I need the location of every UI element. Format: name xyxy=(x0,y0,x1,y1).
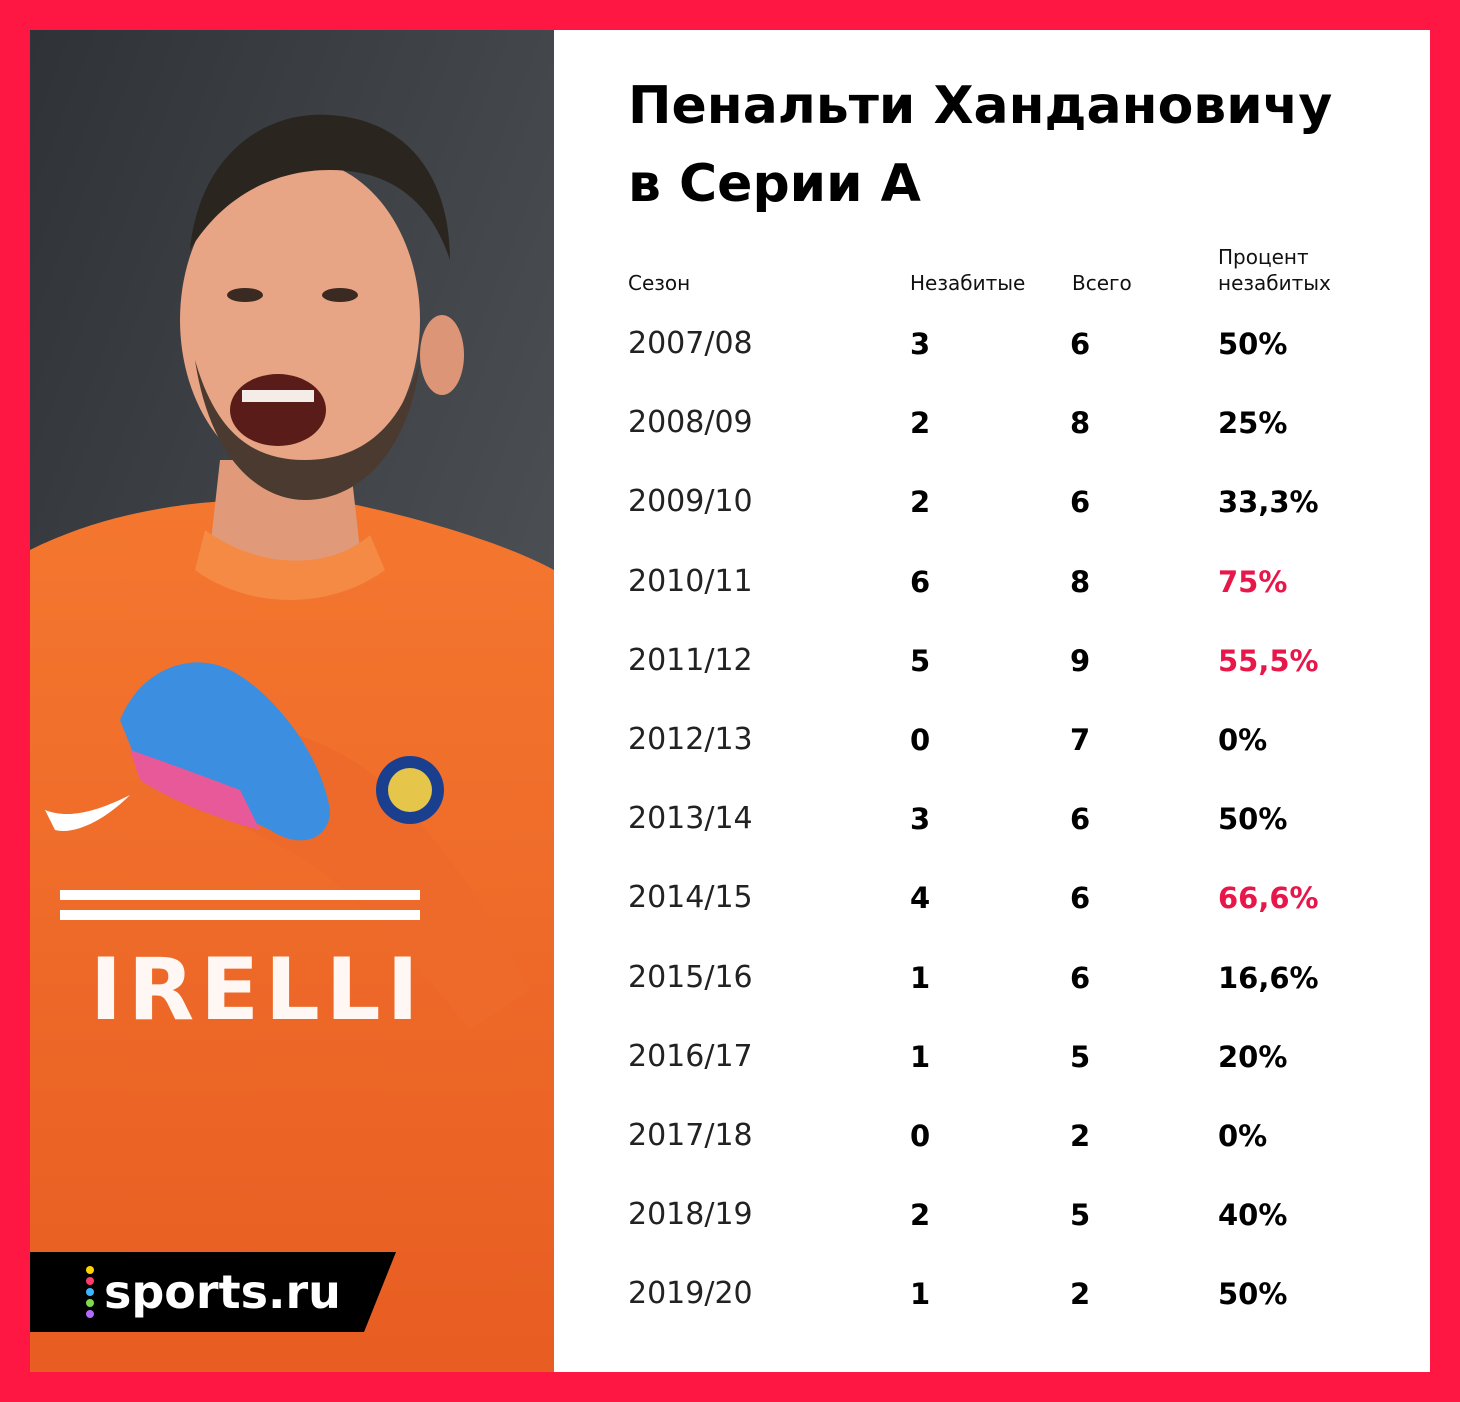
saved-cell: 4 xyxy=(910,881,931,916)
total-cell: 5 xyxy=(1070,1198,1091,1233)
percent-cell: 50% xyxy=(1218,327,1288,361)
total-cell: 2 xyxy=(1070,1277,1091,1312)
percent-cell: 0% xyxy=(1218,723,1268,757)
season-cell: 2009/10 xyxy=(628,484,753,520)
saved-cell: 3 xyxy=(910,327,931,361)
logo-text: sports.ru xyxy=(104,1265,341,1319)
total-cell: 7 xyxy=(1070,723,1091,757)
saved-cell: 0 xyxy=(910,1119,931,1153)
percent-cell: 0% xyxy=(1218,1119,1268,1153)
table-row: 2015/16 1 6 16,6% xyxy=(554,958,1430,998)
chart-title-line-2: в Серии А xyxy=(628,154,921,214)
table-row: 2018/19 2 5 40% xyxy=(554,1195,1430,1235)
saved-cell: 6 xyxy=(910,564,931,599)
column-header-percent: Процент незабитых xyxy=(1218,245,1331,295)
saved-cell: 1 xyxy=(910,1039,931,1074)
saved-cell: 3 xyxy=(910,802,931,837)
season-cell: 2007/08 xyxy=(628,326,753,361)
season-cell: 2012/13 xyxy=(628,722,753,757)
percent-cell: 33,3% xyxy=(1218,485,1319,520)
percent-cell: 20% xyxy=(1218,1039,1288,1074)
goalkeeper-illustration xyxy=(30,30,554,1372)
total-cell: 2 xyxy=(1070,1119,1091,1153)
total-cell: 6 xyxy=(1070,485,1091,520)
season-cell: 2016/17 xyxy=(628,1038,753,1074)
column-header-season: Сезон xyxy=(628,271,691,295)
saved-cell: 0 xyxy=(910,723,931,757)
table-row: 2011/12 5 9 55,5% xyxy=(554,641,1430,681)
total-cell: 5 xyxy=(1070,1039,1091,1074)
total-cell: 8 xyxy=(1070,406,1091,441)
percent-cell: 50% xyxy=(1218,1277,1288,1312)
season-cell: 2014/15 xyxy=(628,880,753,916)
table-row: 2013/14 3 6 50% xyxy=(554,799,1430,839)
total-cell: 6 xyxy=(1070,881,1091,916)
total-cell: 8 xyxy=(1070,564,1091,599)
saved-cell: 1 xyxy=(910,960,931,995)
column-header-saved: Незабитые xyxy=(910,271,1026,295)
chart-title-line-1: Пенальти Хандановичу xyxy=(628,76,1333,136)
table-row: 2007/08 3 6 50% xyxy=(554,324,1430,364)
saved-cell: 2 xyxy=(910,1198,931,1233)
sports-ru-logo: sports.ru xyxy=(30,1252,430,1332)
table-row: 2014/15 4 6 66,6% xyxy=(554,878,1430,918)
season-cell: 2011/12 xyxy=(628,642,753,678)
player-photo: IRELLI sports.ru xyxy=(30,30,554,1372)
table-row: 2016/17 1 5 20% xyxy=(554,1037,1430,1077)
percent-cell: 40% xyxy=(1218,1198,1288,1233)
saved-cell: 1 xyxy=(910,1277,931,1312)
total-cell: 6 xyxy=(1070,960,1091,995)
logo-dots-icon xyxy=(86,1266,96,1318)
season-cell: 2019/20 xyxy=(628,1276,753,1312)
percent-cell: 50% xyxy=(1218,802,1288,837)
total-cell: 9 xyxy=(1070,643,1091,678)
season-cell: 2008/09 xyxy=(628,405,753,441)
season-cell: 2017/18 xyxy=(628,1118,753,1153)
table-row: 2012/13 0 7 0% xyxy=(554,720,1430,760)
season-cell: 2010/11 xyxy=(628,563,753,599)
total-cell: 6 xyxy=(1070,802,1091,837)
season-cell: 2015/16 xyxy=(628,959,753,995)
saved-cell: 2 xyxy=(910,485,931,520)
saved-cell: 2 xyxy=(910,406,931,441)
table-row: 2010/11 6 8 75% xyxy=(554,562,1430,602)
season-cell: 2013/14 xyxy=(628,801,753,837)
percent-cell: 16,6% xyxy=(1218,960,1319,995)
percent-cell: 66,6% xyxy=(1218,881,1319,916)
table-row: 2017/18 0 2 0% xyxy=(554,1116,1430,1156)
stats-panel: Пенальти Хандановичу в Серии А Сезон Нез… xyxy=(554,30,1430,1372)
table-row: 2009/10 2 6 33,3% xyxy=(554,482,1430,522)
table-row: 2019/20 1 2 50% xyxy=(554,1274,1430,1314)
percent-cell: 55,5% xyxy=(1218,643,1319,678)
percent-cell: 25% xyxy=(1218,406,1288,441)
column-header-total: Всего xyxy=(1072,271,1132,295)
percent-cell: 75% xyxy=(1218,564,1288,599)
season-cell: 2018/19 xyxy=(628,1197,753,1233)
total-cell: 6 xyxy=(1070,327,1091,361)
table-row: 2008/09 2 8 25% xyxy=(554,403,1430,443)
saved-cell: 5 xyxy=(910,643,931,678)
shirt-sponsor-text: IRELLI xyxy=(90,940,425,1040)
